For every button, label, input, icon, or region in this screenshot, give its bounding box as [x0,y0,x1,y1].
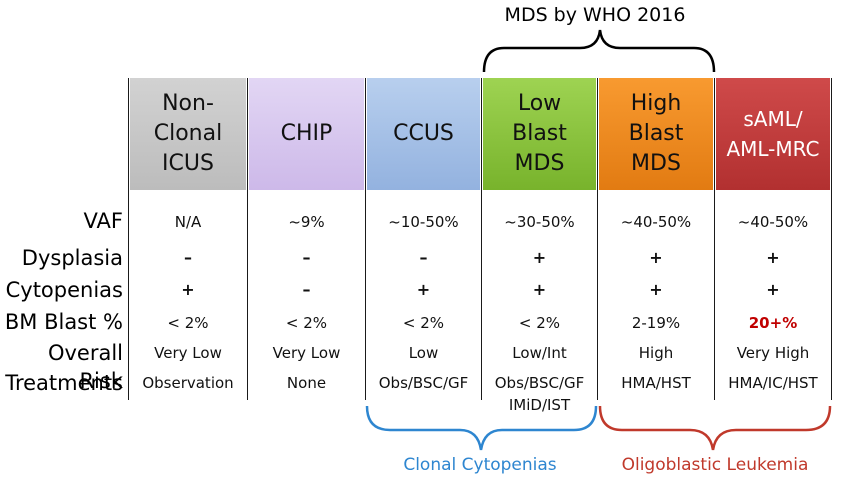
mds-bracket [482,29,716,73]
cell-dysplasia: – [419,248,428,267]
mds-who-2016-label: MDS by WHO 2016 [504,4,686,26]
row-label-dysplasia: Dysplasia [21,246,123,270]
cell-cytopenias: + [181,280,195,299]
cell-bm-blast-highlight: 20+% [748,314,798,332]
header-saml-aml-mrc: sAML/AML-MRC [716,78,830,190]
column-divider [481,78,482,400]
cell-vaf: ~9% [288,213,325,231]
cell-overall-risk: High [638,344,674,362]
cell-treatments: Obs/BSC/GF [494,374,585,392]
row-label-vaf: VAF [83,209,123,233]
cell-bm-blast: < 2% [167,314,209,332]
oligoblastic-leukemia-bracket [598,405,832,451]
column-divider [365,78,366,400]
cell-treatments-extra: IMiD/IST [508,396,571,414]
cell-overall-risk: Very Low [272,344,341,362]
cell-overall-risk: Very High [736,344,810,362]
column-divider [128,78,129,400]
column-divider [247,78,248,400]
row-label-overall-risk: Overall Risk [47,341,123,393]
cell-vaf: ~40-50% [620,213,692,231]
cell-dysplasia: + [532,248,547,267]
cell-treatments: Obs/BSC/GF [378,374,469,392]
cell-bm-blast: 2-19% [631,314,681,332]
column-divider [597,78,598,400]
cell-treatments: None [286,374,327,392]
cell-dysplasia: + [766,248,780,267]
cell-cytopenias: + [416,280,431,299]
cell-treatments: HMA/IC/HST [728,374,818,392]
cell-treatments: HMA/HST [621,374,691,392]
cell-bm-blast: < 2% [285,314,328,332]
header-chip: CHIP [249,78,364,190]
oligoblastic-leukemia-label: Oligoblastic Leukemia [621,455,809,475]
cell-overall-risk: Low/Int [512,344,567,362]
clonal-cytopenias-bracket [365,405,598,451]
cell-cytopenias: – [302,280,311,299]
cell-vaf: ~40-50% [737,213,809,231]
cell-vaf: ~10-50% [388,213,459,231]
cell-vaf: N/A [174,213,202,231]
header-low-blast-mds: Low Blast MDS [483,78,596,190]
cell-overall-risk: Very Low [154,344,222,362]
header-non-clonal-icus: Non- Clonal ICUS [130,78,246,190]
cell-treatments: Observation [142,374,234,392]
cell-dysplasia: – [184,248,192,267]
column-divider [714,78,715,400]
cell-bm-blast: < 2% [402,314,445,332]
cell-vaf: ~30-50% [504,213,575,231]
cell-dysplasia: – [302,248,311,267]
cell-overall-risk: Low [408,344,439,362]
cell-cytopenias: + [532,280,547,299]
clonal-cytopenias-label: Clonal Cytopenias [403,455,557,475]
header-ccus: CCUS [367,78,480,190]
row-label-cytopenias: Cytopenias [5,278,123,302]
row-label-treatments: Treatments [5,371,123,395]
column-divider [831,78,832,400]
header-high-blast-mds: High Blast MDS [599,78,713,190]
row-label-bm-blast: BM Blast % [4,310,123,334]
cell-cytopenias: + [766,280,780,299]
cell-dysplasia: + [649,248,663,267]
cell-bm-blast: < 2% [518,314,561,332]
cell-cytopenias: + [649,280,663,299]
